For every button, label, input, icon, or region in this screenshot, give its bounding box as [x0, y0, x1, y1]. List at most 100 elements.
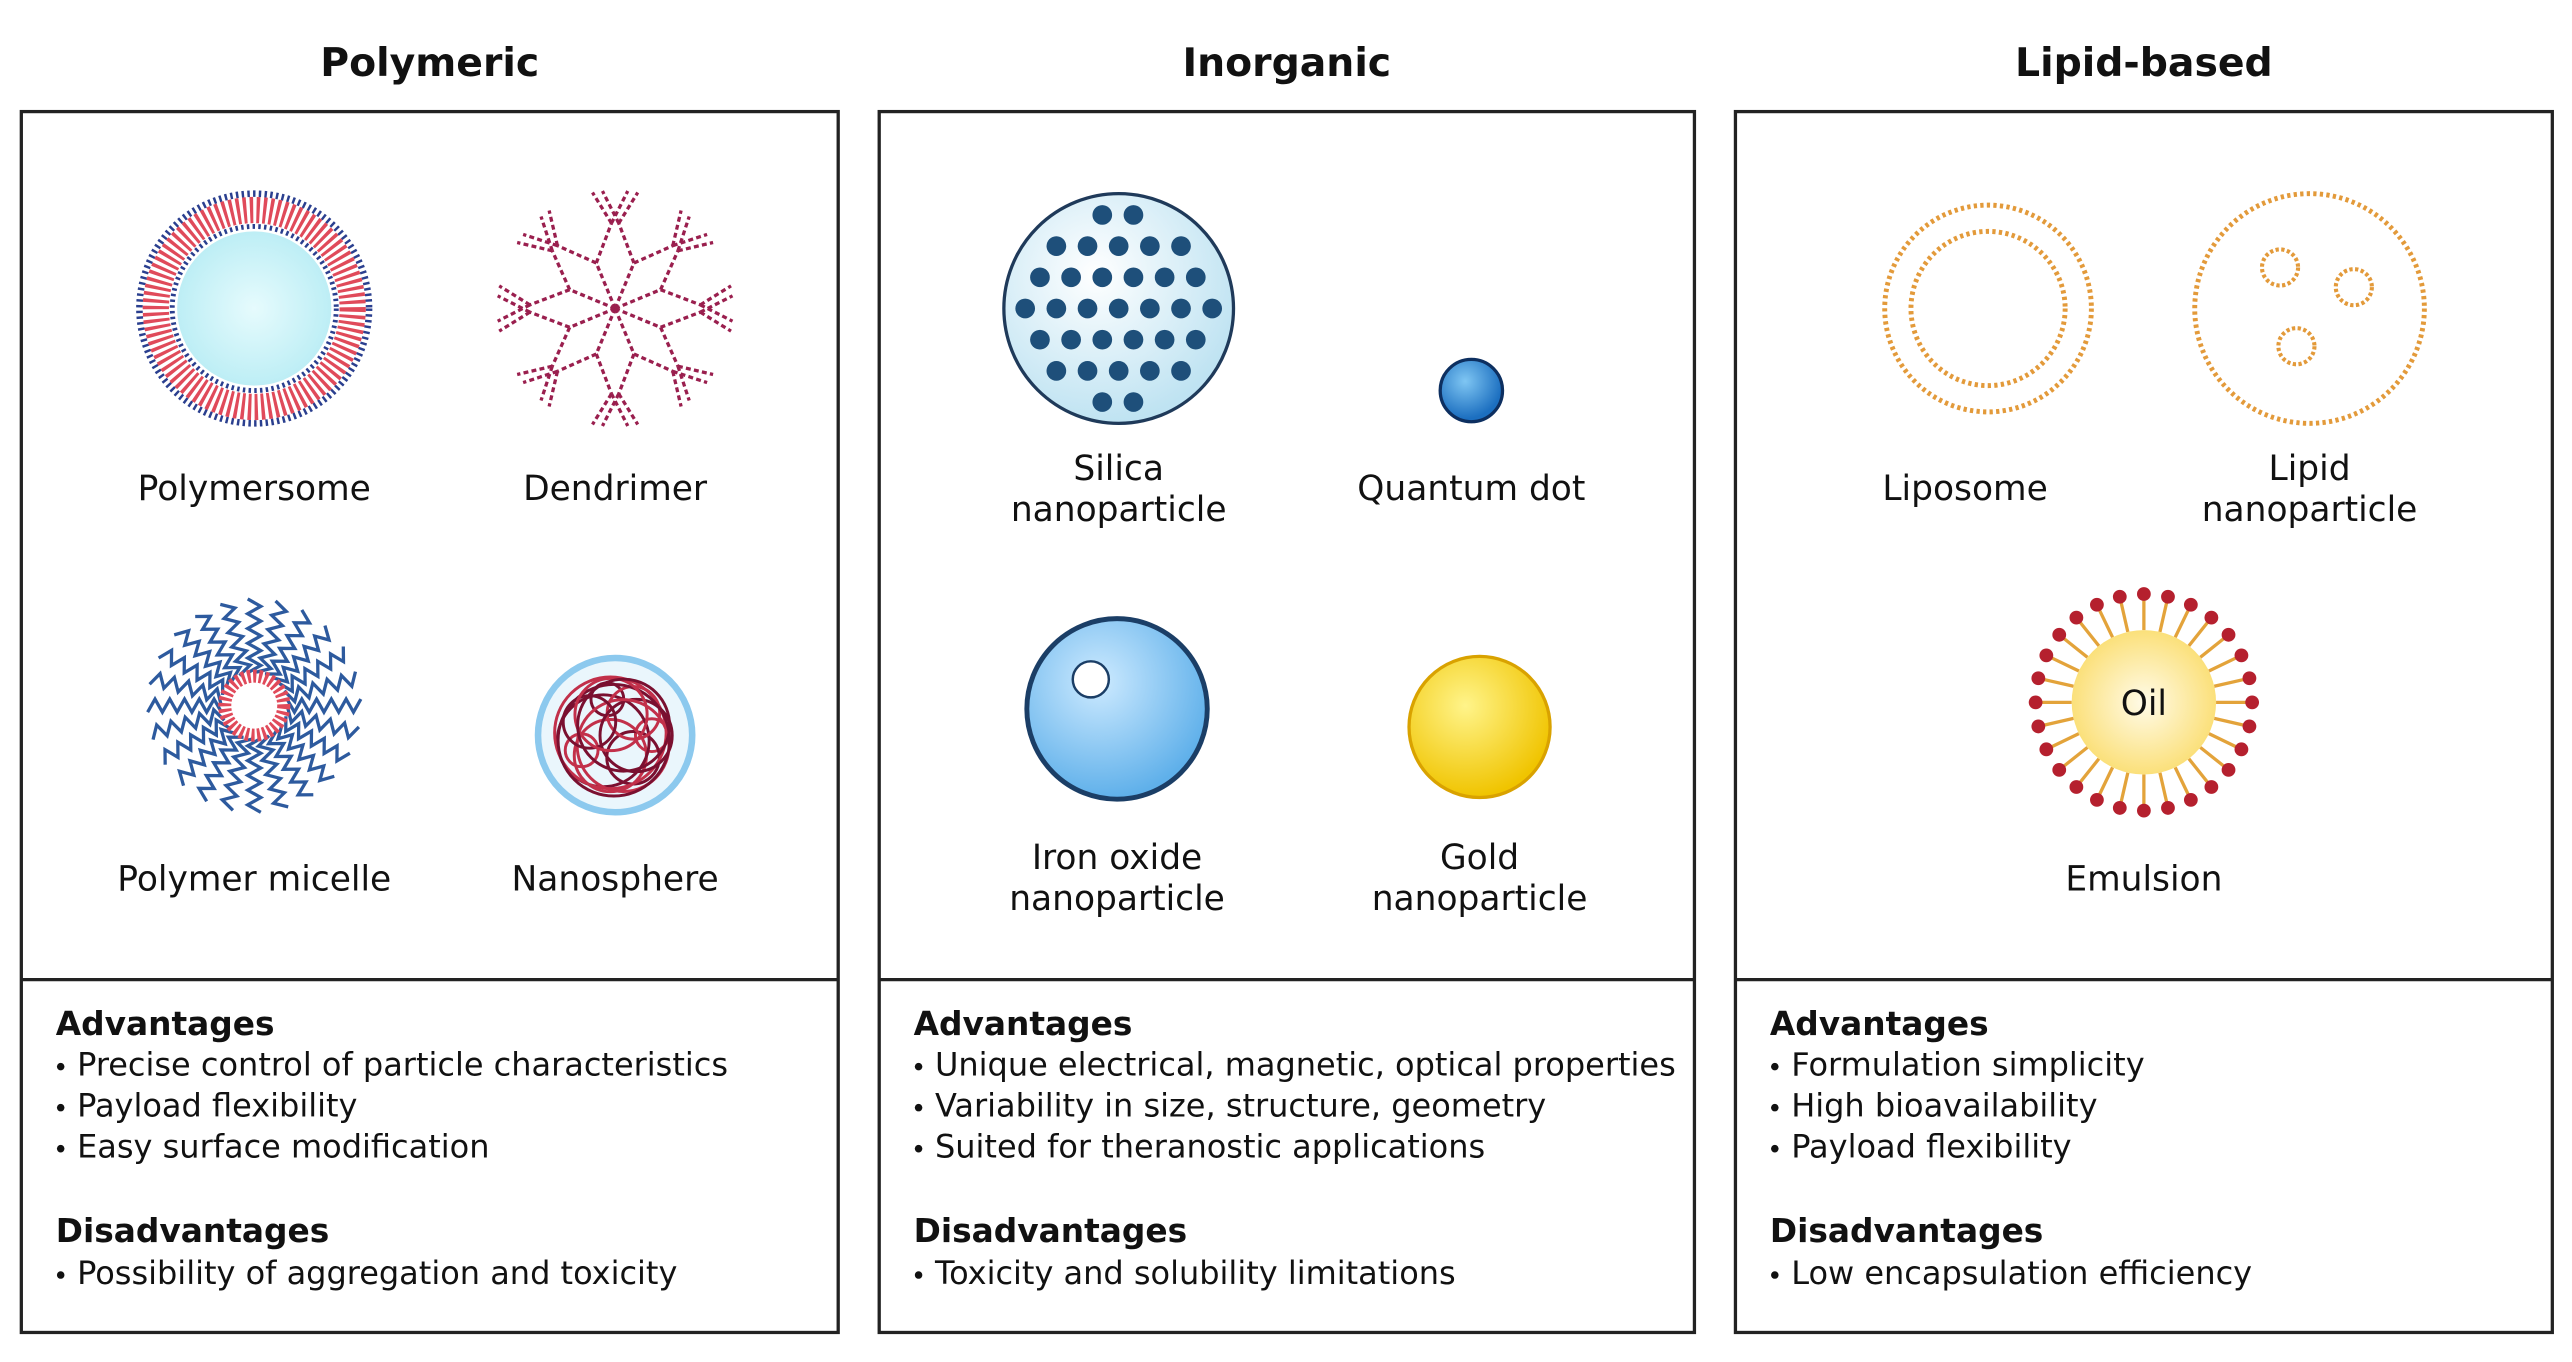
nanosphere-coil [598, 697, 674, 774]
silica-pore [1092, 392, 1113, 412]
silica-pore [1061, 267, 1081, 288]
micelle-tail [255, 599, 290, 674]
micelle-tail [275, 723, 335, 783]
micelle-tail [265, 729, 314, 797]
particle-label: Lipid nanoparticle [2202, 449, 2418, 530]
emulsion-head [2161, 589, 2175, 604]
panel-frame [1733, 109, 2554, 1335]
silica-pore [1030, 329, 1050, 350]
dendrimer-branch [594, 262, 617, 310]
emulsion-tail [2063, 746, 2089, 768]
dendrimer-branch [614, 306, 662, 329]
silica-pore [1092, 329, 1113, 350]
emulsion-tail [2098, 609, 2115, 638]
dendrimer-branch [569, 306, 616, 329]
particle-label: Iron oxide nanoparticle [1009, 838, 1225, 919]
nanosphere-icon [534, 654, 696, 816]
lnp-outer [2192, 191, 2427, 426]
silica-pore [1123, 267, 1144, 288]
silica-pore [1185, 329, 1206, 350]
polymersome-icon [136, 190, 373, 427]
iron-oxide-icon [1024, 616, 1210, 802]
dendrimer-branch [591, 392, 613, 426]
emulsion-tail [2051, 656, 2080, 673]
emulsion-head [2242, 719, 2257, 734]
emulsion-tail [2079, 621, 2101, 647]
emulsion-tail [2173, 766, 2190, 795]
micelle-tail [272, 625, 332, 685]
silica-pore [1154, 329, 1175, 350]
micelle-tail [283, 671, 358, 705]
emulsion-head [2112, 589, 2127, 604]
micelle-tail [219, 737, 253, 812]
column-title: Polymeric [320, 40, 539, 86]
silica-pore [1123, 392, 1144, 412]
advantage-item: Payload flexibility [77, 1087, 357, 1125]
quantum-dot [1438, 357, 1505, 424]
particle-label: Quantum dot [1357, 469, 1585, 509]
bullet [1771, 1062, 1779, 1071]
dendrimer-branch [496, 294, 531, 314]
emulsion-tail [2208, 732, 2237, 748]
column-title: Inorganic [1182, 40, 1391, 86]
dendrimer-branch [659, 326, 680, 367]
emulsion-tail [2044, 678, 2074, 688]
emulsion-tail [2213, 678, 2244, 688]
emulsion-oil [2071, 630, 2217, 775]
emulsion-tail [2158, 602, 2169, 633]
silica-pore [1092, 205, 1113, 225]
emulsion-head [2090, 597, 2104, 612]
micelle-tail [286, 707, 361, 741]
dendrimer-branch [699, 294, 734, 314]
dendrimer-branch [610, 393, 630, 427]
silica-pore [1140, 236, 1160, 256]
emulsion-tail [2173, 609, 2190, 638]
emulsion-tail [2119, 772, 2130, 802]
lnp-inner [2276, 326, 2317, 367]
emulsion-head [2039, 742, 2054, 757]
dendrimer-branch [617, 392, 640, 426]
dendrimer-branch [539, 215, 554, 252]
advantage-item: Precise control of particle characterist… [77, 1046, 728, 1084]
emulsion-tail [2119, 602, 2130, 633]
dendrimer-branch [677, 240, 714, 253]
disadvantages-heading: Disadvantages [1770, 1212, 2043, 1250]
nanosphere-coil [556, 682, 672, 798]
silica-pore [1202, 298, 1223, 319]
advantage-item: Payload flexibility [1791, 1128, 2071, 1166]
nanosphere-coil [576, 677, 672, 773]
micelle-tail [146, 695, 223, 716]
silica-pore [1108, 298, 1129, 319]
silica-pore [1046, 236, 1067, 256]
dendrimer-branch [672, 369, 708, 385]
micelle-tail [173, 628, 233, 688]
micelle-core [218, 669, 291, 742]
emulsion-head [2069, 610, 2084, 625]
dendrimer-branch [516, 364, 553, 377]
emulsion-tail [2051, 732, 2080, 748]
micelle-tail [151, 706, 226, 740]
micelle-tail [244, 597, 265, 675]
micelle-tail [255, 734, 289, 809]
bullet [56, 1062, 65, 1071]
emulsion-tail [2199, 746, 2225, 768]
emulsion-inner-label: Oil [2121, 684, 2167, 724]
disadvantages-heading: Disadvantages [914, 1212, 1187, 1250]
emulsion-head [2245, 695, 2260, 710]
iron-oxide-sphere [1024, 616, 1210, 802]
dendrimer-branch [550, 250, 572, 291]
emulsion-head [2234, 742, 2249, 757]
silica-pore [1046, 298, 1067, 319]
emulsion-tail [2187, 757, 2209, 783]
column-title: Lipid-based [2015, 40, 2273, 86]
dendrimer-branch [522, 232, 558, 248]
dendrimer-branch [671, 210, 683, 247]
advantages-heading: Advantages [1770, 1005, 1989, 1043]
dendrimer-branch [498, 284, 531, 307]
dendrimer-branch [522, 369, 558, 385]
panel-frame [877, 109, 1697, 1335]
dendrimer-branch [672, 232, 708, 248]
emulsion-head [2112, 801, 2127, 815]
micelle-icon [146, 597, 363, 814]
